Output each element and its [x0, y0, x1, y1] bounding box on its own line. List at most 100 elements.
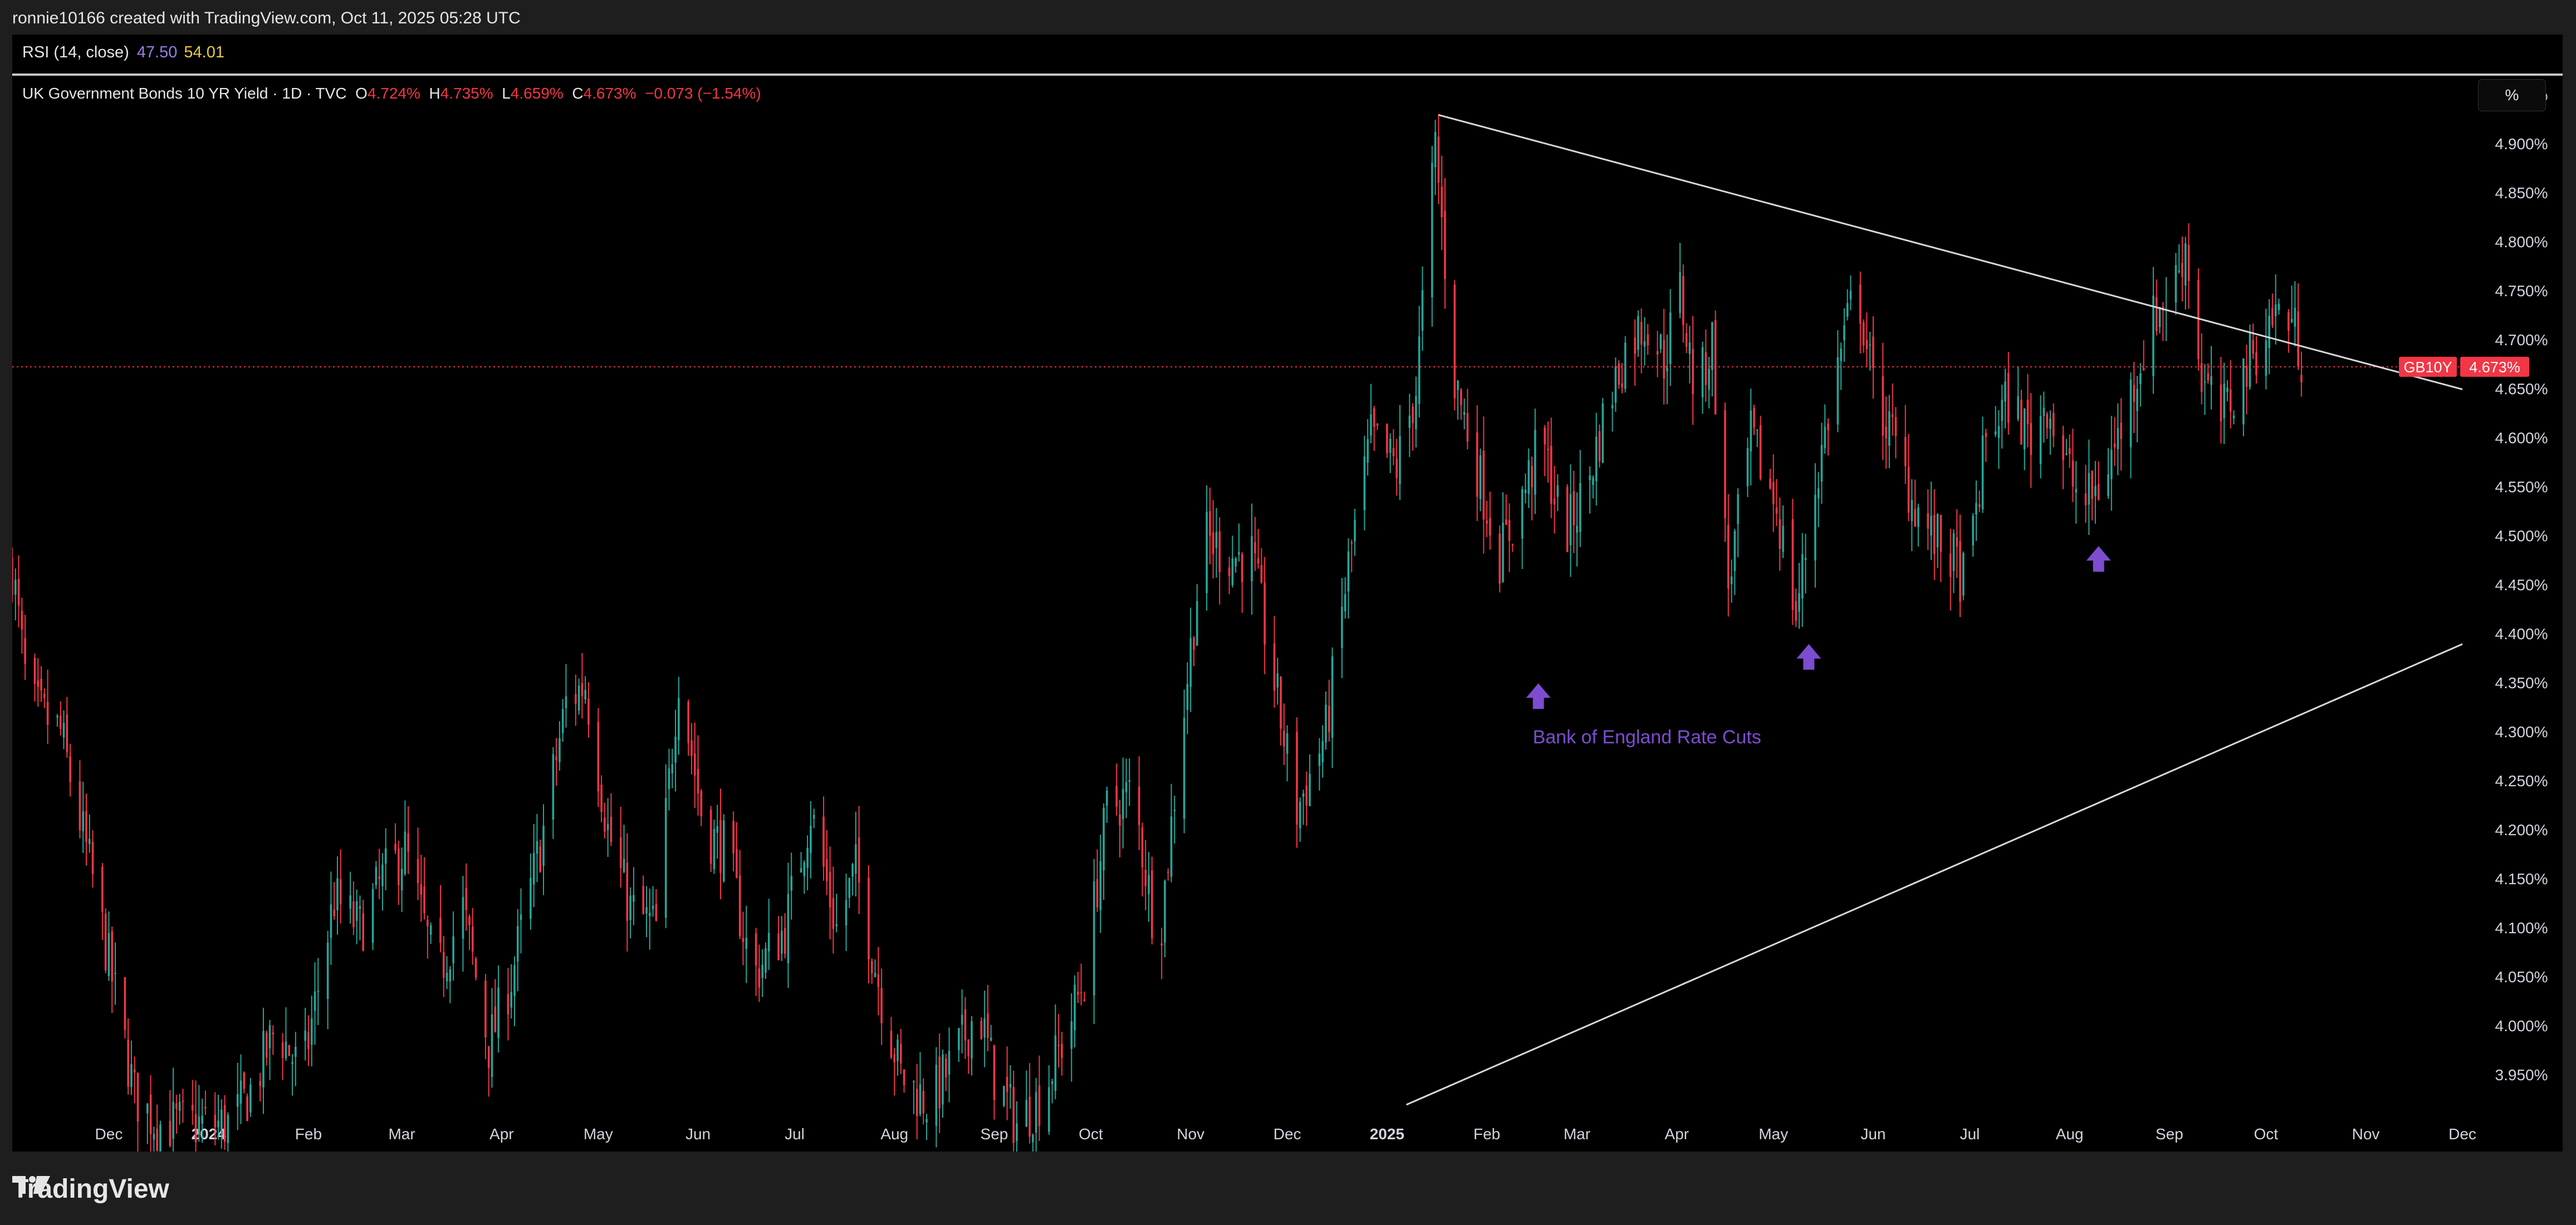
candle-body: [1103, 808, 1105, 870]
candle-body: [2155, 297, 2158, 331]
candle-body: [1164, 880, 1166, 943]
candle-body: [1962, 553, 1965, 596]
pane-separator[interactable]: [12, 74, 2563, 76]
candle-body: [1840, 348, 1842, 361]
candle-body: [674, 736, 677, 763]
candle-body: [532, 852, 535, 885]
candle-body: [1701, 347, 1704, 398]
candle-body: [822, 816, 825, 867]
candle-body: [439, 918, 442, 943]
candle-body: [1885, 427, 1887, 439]
candle-body: [777, 933, 780, 961]
candle-body: [507, 994, 510, 1015]
y-tick-label: 4.150%: [2495, 870, 2548, 888]
candle-body: [835, 924, 838, 927]
candle-body: [2094, 486, 2097, 497]
candle-body: [868, 878, 870, 959]
candle-body: [765, 948, 767, 973]
candle-body: [520, 914, 522, 920]
y-tick-label: 4.600%: [2495, 429, 2548, 447]
candle-body: [812, 815, 815, 819]
candle-body: [1347, 551, 1350, 592]
y-tick-label: 4.250%: [2495, 772, 2548, 790]
candle-body: [1682, 276, 1684, 325]
candle-body: [2004, 381, 2006, 402]
arrow-shape: [1796, 644, 1821, 670]
candle-body: [1476, 432, 1478, 497]
candle-body: [767, 933, 770, 952]
candle-body: [2071, 460, 2074, 487]
x-tick-label: May: [584, 1125, 613, 1143]
candle-body: [829, 871, 831, 908]
candle-body: [1859, 284, 1862, 324]
price-chart[interactable]: 4.950%4.900%4.850%4.800%4.750%4.700%4.65…: [12, 76, 2563, 1152]
candle-body: [530, 878, 532, 919]
candle-body: [915, 1089, 918, 1116]
candle-body: [268, 1025, 271, 1048]
candle-body: [285, 1041, 287, 1059]
candle-body: [2203, 381, 2206, 383]
change-value: −0.073 (−1.54%): [645, 85, 761, 102]
candle-body: [2052, 413, 2055, 437]
candle-body: [1341, 606, 1343, 648]
candle-body: [1511, 544, 1514, 546]
candle-body: [2271, 308, 2274, 326]
candle-body: [845, 900, 848, 926]
candle-body: [1914, 509, 1916, 527]
candle-body: [146, 1104, 149, 1114]
candle-body: [1956, 537, 1958, 547]
candle-body: [62, 723, 65, 738]
candle-body: [1882, 376, 1884, 436]
candle-body: [1692, 349, 1694, 394]
candle-body: [1978, 504, 1981, 507]
candle-body: [1753, 408, 1755, 428]
candle-body: [1106, 790, 1108, 806]
candle-body: [1553, 498, 1556, 504]
candle-body: [922, 1091, 925, 1114]
candle-body: [1099, 861, 1102, 910]
candle-body: [1614, 366, 1617, 403]
candle-body: [1367, 439, 1369, 463]
candle-body: [1325, 704, 1327, 743]
candle-body: [1038, 1085, 1041, 1126]
candle-body: [1376, 423, 1379, 426]
candle-body: [1663, 340, 1665, 379]
candle-body: [826, 859, 828, 881]
rsi-pane[interactable]: RSI (14, close) 47.50 54.01: [12, 35, 2563, 74]
tradingview-logo[interactable]: TradingView: [12, 1174, 169, 1204]
candle-body: [101, 866, 104, 912]
price-chart-pane[interactable]: 4.950%4.900%4.850%4.800%4.750%4.700%4.65…: [12, 76, 2563, 1152]
candle-body: [156, 1128, 158, 1151]
candle-body: [1930, 516, 1932, 536]
candle-body: [2220, 384, 2222, 422]
candle-body: [800, 868, 802, 873]
candle-body: [716, 826, 719, 833]
candle-body: [442, 952, 445, 978]
candle-body: [713, 829, 716, 869]
candle-body: [2249, 332, 2251, 388]
x-tick-label: Dec: [1274, 1125, 1301, 1143]
candle-body: [1096, 879, 1099, 908]
percent-scale-button[interactable]: %: [2478, 79, 2546, 111]
candle-body: [1647, 334, 1649, 346]
candle-body: [2139, 373, 2142, 384]
candle-body: [1959, 541, 1961, 602]
candle-body: [1669, 312, 1672, 364]
candle-body: [700, 791, 703, 817]
candle-body: [1997, 426, 2000, 438]
candle-body: [652, 905, 654, 909]
candle-body: [1228, 567, 1231, 576]
candle-body: [2294, 307, 2296, 327]
candle-body: [1354, 520, 1356, 542]
candle-body: [1186, 684, 1189, 710]
candle-body: [272, 1032, 275, 1035]
candle-body: [1827, 423, 1829, 430]
y-tick-label: 4.000%: [2495, 1017, 2548, 1035]
candle-body: [555, 756, 557, 760]
candle-body: [781, 930, 783, 954]
candle-body: [1621, 383, 1623, 388]
candle-body: [1434, 131, 1437, 168]
candle-body: [893, 1054, 896, 1062]
x-tick-label: Sep: [981, 1125, 1008, 1143]
candle-body: [107, 933, 110, 976]
